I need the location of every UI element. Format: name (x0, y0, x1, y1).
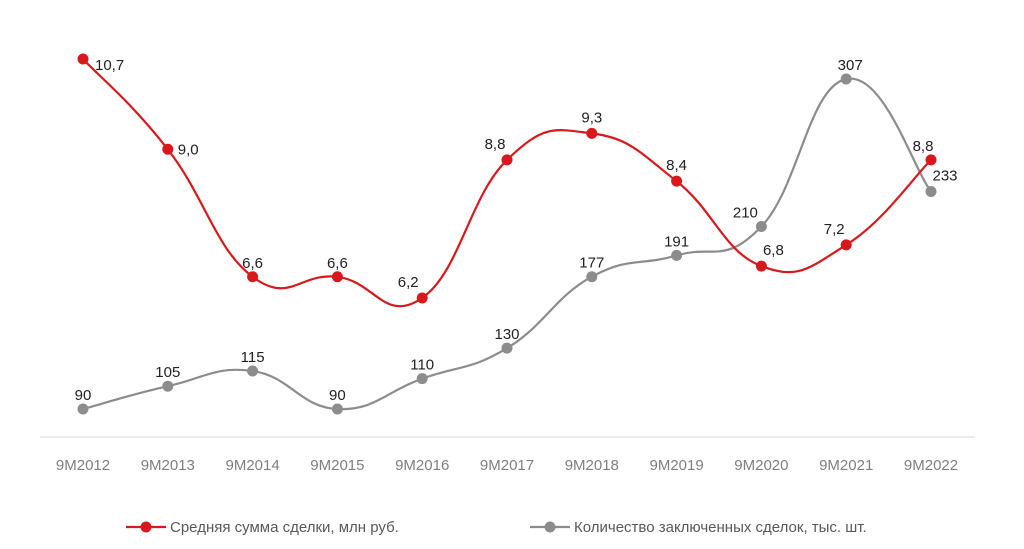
data-label: 6,8 (763, 242, 784, 259)
data-point (755, 260, 767, 272)
data-label: 8,8 (913, 138, 934, 155)
data-point (162, 380, 174, 392)
data-label: 233 (932, 168, 957, 185)
data-point (501, 342, 513, 354)
data-label: 9,0 (178, 141, 199, 158)
data-label: 130 (494, 326, 519, 343)
data-label: 115 (241, 349, 265, 366)
legend-marker (544, 521, 556, 533)
legend-item: Средняя сумма сделки, млн руб. (126, 519, 399, 536)
series-lines (82, 58, 932, 411)
data-label: 7,2 (824, 221, 845, 238)
data-label: 90 (75, 387, 92, 404)
x-tick-label: 9M2016 (395, 457, 449, 474)
data-point (77, 403, 89, 415)
data-point (925, 154, 937, 166)
x-tick-label: 9M2017 (480, 457, 534, 474)
data-point (416, 373, 428, 385)
data-label: 6,6 (327, 255, 348, 272)
data-point (925, 186, 937, 198)
data-label: 6,6 (242, 255, 263, 272)
x-tick-label: 9M2019 (649, 457, 703, 474)
legend-label: Количество заключенных сделок, тыс. шт. (574, 519, 867, 536)
legend-marker (140, 521, 152, 533)
data-label: 177 (579, 255, 604, 272)
data-point (671, 175, 683, 187)
data-point (840, 239, 852, 251)
data-labels: 90 105 115 90 110 130 177 191 210 307 233 10,7 9,0 6,… (75, 57, 958, 404)
x-tick-label: 9M2020 (734, 457, 788, 474)
data-label: 10,7 (95, 57, 124, 74)
x-tick-label: 9M2012 (56, 457, 110, 474)
data-point (586, 271, 598, 283)
data-label: 9,3 (581, 109, 602, 126)
data-point (671, 249, 683, 261)
data-label: 110 (410, 357, 434, 374)
series-points (77, 53, 937, 415)
legend-item: Количество заключенных сделок, тыс. шт. (530, 519, 867, 536)
x-tick-label: 9M2013 (141, 457, 195, 474)
data-label: 191 (664, 233, 689, 250)
x-tick-label: 9M2018 (565, 457, 619, 474)
data-point (247, 271, 259, 283)
data-label: 6,2 (398, 274, 419, 291)
data-point (77, 53, 89, 65)
data-label: 8,8 (485, 136, 506, 153)
x-axis-ticks: 9M2012 9M2013 9M2014 9M2015 9M2016 9M2017 9M20… (56, 457, 958, 474)
data-point (416, 292, 428, 304)
data-label: 8,4 (666, 157, 687, 174)
data-point (247, 365, 259, 377)
series-line-1 (82, 77, 932, 411)
data-point (755, 221, 767, 233)
data-point (501, 154, 513, 166)
legend-label: Средняя сумма сделки, млн руб. (170, 519, 399, 536)
x-tick-label: 9M2022 (904, 457, 958, 474)
series-line-0 (82, 58, 932, 308)
data-point (162, 143, 174, 155)
data-point (586, 127, 598, 139)
data-label: 210 (733, 205, 758, 222)
legend: Средняя сумма сделки, млн руб. Количество… (126, 519, 867, 536)
x-tick-label: 9M2014 (225, 457, 279, 474)
data-label: 307 (838, 57, 863, 74)
data-point (331, 403, 343, 415)
x-tick-label: 9M2021 (819, 457, 873, 474)
data-label: 105 (155, 364, 180, 381)
data-point (840, 73, 852, 85)
x-tick-label: 9M2015 (310, 457, 364, 474)
data-label: 90 (329, 387, 346, 404)
data-point (331, 271, 343, 283)
